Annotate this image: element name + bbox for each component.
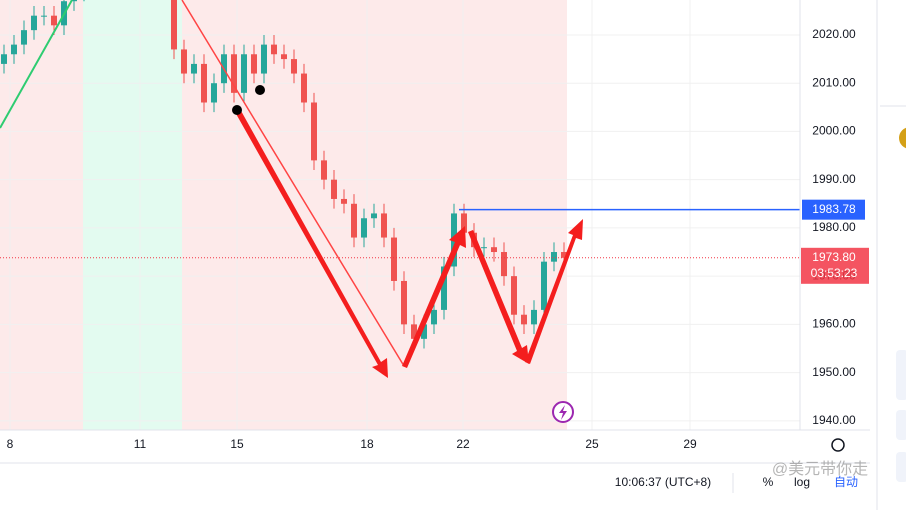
candle-body bbox=[301, 73, 307, 103]
candle-body bbox=[251, 54, 257, 74]
candle-body bbox=[211, 83, 217, 103]
y-tick-label: 1990.00 bbox=[812, 172, 856, 186]
panel-block bbox=[896, 410, 906, 440]
lightning bbox=[559, 405, 567, 420]
x-tick-label: 22 bbox=[456, 437, 470, 451]
candle-body bbox=[51, 15, 57, 26]
candle-body bbox=[441, 266, 447, 310]
y-tick-label: 1940.00 bbox=[812, 413, 856, 427]
candle-body bbox=[281, 54, 287, 60]
candle-body bbox=[401, 280, 407, 325]
candle-body bbox=[531, 309, 537, 325]
candle-body bbox=[351, 203, 357, 238]
countdown: 03:53:23 bbox=[811, 266, 858, 280]
candle-body bbox=[231, 54, 237, 93]
candle-body bbox=[21, 30, 27, 45]
price-tag bbox=[801, 247, 869, 284]
auto-button[interactable]: 自动 bbox=[834, 475, 858, 489]
clock: 10:06:37 (UTC+8) bbox=[615, 475, 711, 489]
candle-body bbox=[311, 102, 317, 161]
candle-body bbox=[541, 261, 547, 310]
candle-body bbox=[361, 218, 367, 238]
candle-body bbox=[461, 213, 467, 233]
x-tick-label: 25 bbox=[585, 437, 599, 451]
y-tick-label: 2000.00 bbox=[812, 124, 856, 138]
candle-body bbox=[331, 179, 337, 199]
panel-block bbox=[896, 452, 906, 482]
candle-body bbox=[31, 15, 37, 31]
candle-body bbox=[561, 252, 567, 258]
level-tag bbox=[802, 199, 865, 220]
x-tick-label: 15 bbox=[230, 437, 244, 451]
candle-body bbox=[11, 44, 17, 55]
symbol-icon bbox=[899, 127, 906, 149]
arrows bbox=[235, 109, 583, 378]
candle-body bbox=[501, 252, 507, 277]
candle-body bbox=[521, 314, 527, 325]
price-label: 1973.80 bbox=[812, 250, 856, 264]
candle-body bbox=[551, 252, 557, 262]
candle-body bbox=[511, 276, 517, 315]
candle-body bbox=[191, 63, 197, 74]
candle-body bbox=[381, 213, 387, 238]
candle-body bbox=[181, 49, 187, 74]
candle-body bbox=[201, 63, 207, 103]
percent-button[interactable]: % bbox=[763, 475, 774, 489]
x-tick-label: 29 bbox=[683, 437, 697, 451]
y-tick-label: 2020.00 bbox=[812, 27, 856, 41]
candle-body bbox=[261, 44, 267, 74]
candle-body bbox=[241, 54, 247, 93]
candle-body bbox=[391, 237, 397, 281]
candle-body bbox=[491, 247, 497, 253]
level-label: 1983.78 bbox=[812, 202, 856, 216]
settings-icon[interactable] bbox=[831, 438, 845, 452]
y-tick-label: 1980.00 bbox=[812, 220, 856, 234]
x-tick-label: 18 bbox=[360, 437, 374, 451]
panel-block bbox=[896, 350, 906, 400]
candle-body bbox=[271, 44, 277, 55]
y-tick-label: 1950.00 bbox=[812, 365, 856, 379]
candle-body bbox=[41, 15, 47, 17]
marker bbox=[232, 105, 242, 115]
candle-body bbox=[481, 247, 487, 249]
x-tick-label: 11 bbox=[134, 437, 147, 451]
drawings bbox=[0, 0, 583, 423]
session-band bbox=[83, 0, 182, 430]
log-button[interactable]: log bbox=[794, 475, 810, 489]
trend-line bbox=[181, 0, 405, 367]
y-tick-label: 1960.00 bbox=[812, 317, 856, 331]
y-tick-label: 2010.00 bbox=[812, 75, 856, 89]
candle-body bbox=[341, 198, 347, 204]
x-tick-label: 8 bbox=[7, 437, 14, 451]
candle-body bbox=[371, 213, 377, 219]
session-band bbox=[0, 0, 83, 430]
candle-body bbox=[321, 160, 327, 180]
trend-line bbox=[0, 0, 73, 129]
marker bbox=[255, 85, 265, 95]
watermark: @美元带你走 bbox=[772, 460, 868, 478]
candle-body bbox=[421, 324, 427, 339]
candle-body bbox=[1, 54, 7, 64]
candle-body bbox=[171, 0, 177, 50]
candle-body bbox=[291, 59, 297, 74]
candle-body bbox=[411, 324, 417, 339]
candle-body bbox=[431, 309, 437, 325]
candle-body bbox=[71, 0, 77, 2]
